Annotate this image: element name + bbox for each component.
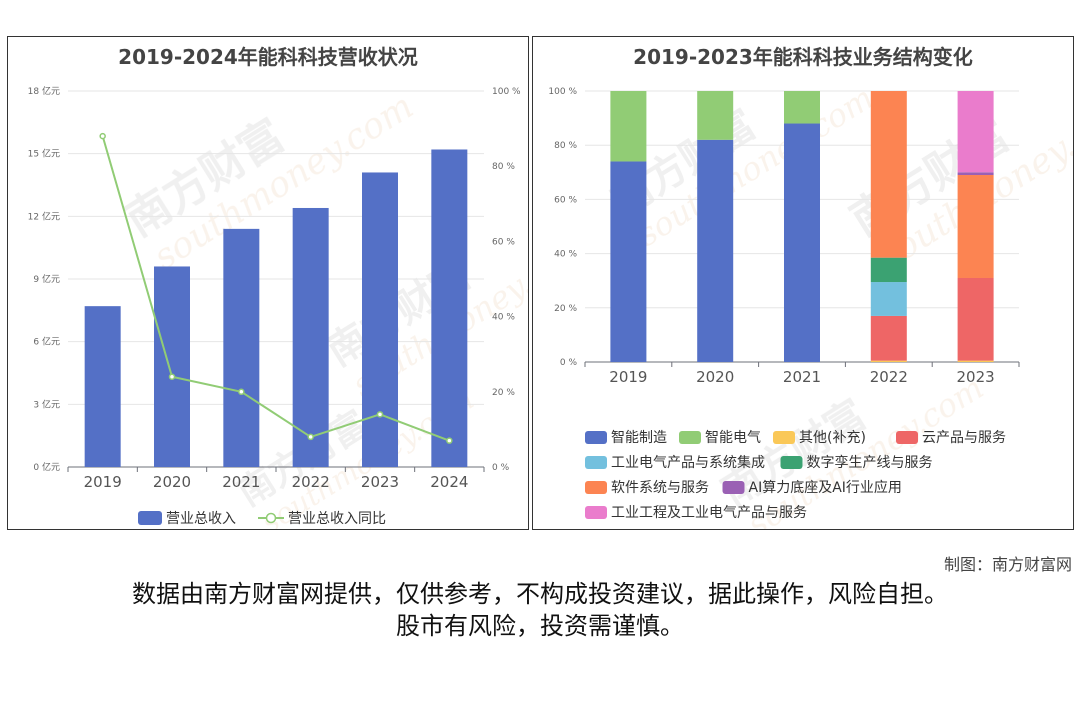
watermark-brand: 南方财富 (713, 391, 874, 516)
stacked-bar-segment (957, 175, 994, 278)
y-tick-label: 40 % (554, 250, 577, 260)
revenue-bar (292, 207, 329, 467)
y-right-tick-label: 60 % (492, 237, 515, 247)
x-tick-label: 2019 (84, 473, 122, 491)
stacked-bar-segment (870, 282, 907, 316)
revenue-chart-title: 2019-2024年能科科技营收状况 (118, 45, 418, 69)
stacked-bar-segment (610, 161, 647, 362)
revenue-bar (223, 228, 260, 467)
legend-label: 数字孪生产线与服务 (807, 454, 933, 471)
legend-swatch (585, 481, 607, 494)
stacked-bar-segment (957, 360, 994, 362)
y-tick-label: 80 % (554, 141, 577, 151)
stacked-bar-segment (697, 91, 734, 140)
business-structure-chart-title: 2019-2023年能科科技业务结构变化 (633, 45, 973, 69)
revenue-bar (84, 306, 121, 467)
x-tick-label: 2021 (783, 368, 821, 386)
stacked-bar-segment (957, 172, 994, 176)
yoy-point (307, 433, 314, 441)
y-tick-label: 20 % (554, 304, 577, 314)
y-tick-label: 60 % (554, 195, 577, 205)
yoy-line (101, 135, 450, 442)
revenue-chart-panel: 南方财富southmoney.com南方财富southmoney.com南方财富… (7, 36, 529, 530)
x-tick-label: 2022 (292, 473, 330, 491)
legend-label: 云产品与服务 (922, 430, 1006, 446)
legend-label: 工业电气产品与系统集成 (611, 454, 765, 471)
y-right-tick-label: 0 % (492, 463, 510, 473)
y-right-tick-label: 80 % (492, 162, 515, 172)
legend-label: 智能制造 (611, 430, 667, 446)
legend-swatch (585, 431, 607, 444)
x-tick-label: 2024 (430, 473, 468, 491)
legend-label: 软件系统与服务 (611, 480, 709, 496)
disclaimer-line-1: 数据由南方财富网提供，仅供参考，不构成投资建议，据此操作，风险自担。 (132, 580, 948, 608)
yoy-point (99, 132, 106, 140)
x-tick-label: 2023 (957, 368, 995, 386)
legend-label-yoy: 营业总收入同比 (288, 511, 386, 527)
revenue-bar (154, 266, 190, 467)
stacked-bar-segment (957, 277, 994, 361)
y-left-tick-label: 18 亿元 (28, 85, 60, 97)
y-right-tick-label: 20 % (492, 388, 515, 398)
stacked-bar-segment (610, 91, 647, 162)
watermark-brand: 南方财富 (117, 110, 293, 247)
stacked-bar-segment (870, 360, 907, 362)
yoy-point (446, 437, 453, 444)
business-structure-chart: 南方财富southmoney.com南方财富southmoney.com南方财富… (548, 78, 1073, 529)
x-tick-label: 2019 (609, 368, 647, 386)
x-tick-label: 2021 (222, 473, 260, 491)
stacked-bar-segment (870, 257, 907, 283)
y-tick-label: 0 % (560, 358, 578, 368)
legend-label: 工业工程及工业电气产品与服务 (611, 505, 807, 521)
legend-swatch (780, 456, 803, 469)
chart-credit: 制图：南方财富网 (943, 555, 1072, 574)
y-left-tick-label: 3 亿元 (33, 398, 60, 410)
stacked-bar-segment (784, 123, 820, 363)
x-tick-label: 2022 (870, 368, 908, 386)
legend: 营业总收入 营业总收入同比 (138, 511, 386, 527)
disclaimer: 数据由南方财富网提供，仅供参考，不构成投资建议，据此操作，风险自担。 股市有风险… (0, 578, 1080, 642)
business-structure-chart-panel: 南方财富southmoney.com南方财富southmoney.com南方财富… (532, 36, 1074, 530)
y-right-tick-label: 40 % (492, 313, 515, 323)
watermark-url: southmoney.com (631, 78, 880, 254)
x-tick-label: 2020 (696, 368, 734, 386)
y-left-tick-label: 9 亿元 (33, 273, 60, 285)
stacked-bar-segment (697, 139, 734, 362)
legend-swatch-revenue (138, 511, 162, 525)
stacked-bar-segment (870, 91, 907, 258)
stacked-bar-segment (784, 91, 820, 124)
legend-swatch (722, 481, 745, 494)
revenue-bar (431, 149, 468, 467)
stacked-bar-segment (870, 315, 907, 361)
legend-swatch (679, 431, 701, 444)
y-left-tick-label: 12 亿元 (28, 210, 60, 222)
y-left-tick-label: 0 亿元 (33, 461, 60, 473)
legend-swatch (773, 431, 795, 444)
revenue-bar (362, 172, 398, 467)
legend-swatch (585, 506, 607, 519)
yoy-point (168, 373, 176, 381)
x-tick-label: 2023 (361, 473, 399, 491)
legend-swatch (896, 431, 918, 444)
legend-swatch-yoy-dot (265, 512, 277, 524)
y-right-tick-label: 100 % (492, 87, 521, 97)
x-tick-label: 2020 (153, 473, 191, 491)
y-left-tick-label: 15 亿元 (28, 148, 60, 160)
y-tick-label: 100 % (548, 87, 577, 97)
legend-label: 其他(补充) (799, 430, 866, 446)
legend-label: AI算力底座及AI行业应用 (749, 479, 902, 496)
yoy-point (238, 388, 245, 396)
yoy-point (376, 411, 384, 418)
legend-label: 智能电气 (705, 430, 761, 446)
legend-label-revenue: 营业总收入 (166, 511, 236, 527)
legend-swatch (585, 456, 607, 469)
stacked-bar-segment (957, 91, 994, 173)
revenue-chart: 南方财富southmoney.com南方财富southmoney.com南方财富… (28, 85, 528, 529)
y-left-tick-label: 6 亿元 (33, 336, 60, 348)
disclaimer-line-2: 股市有风险，投资需谨慎。 (396, 612, 684, 640)
